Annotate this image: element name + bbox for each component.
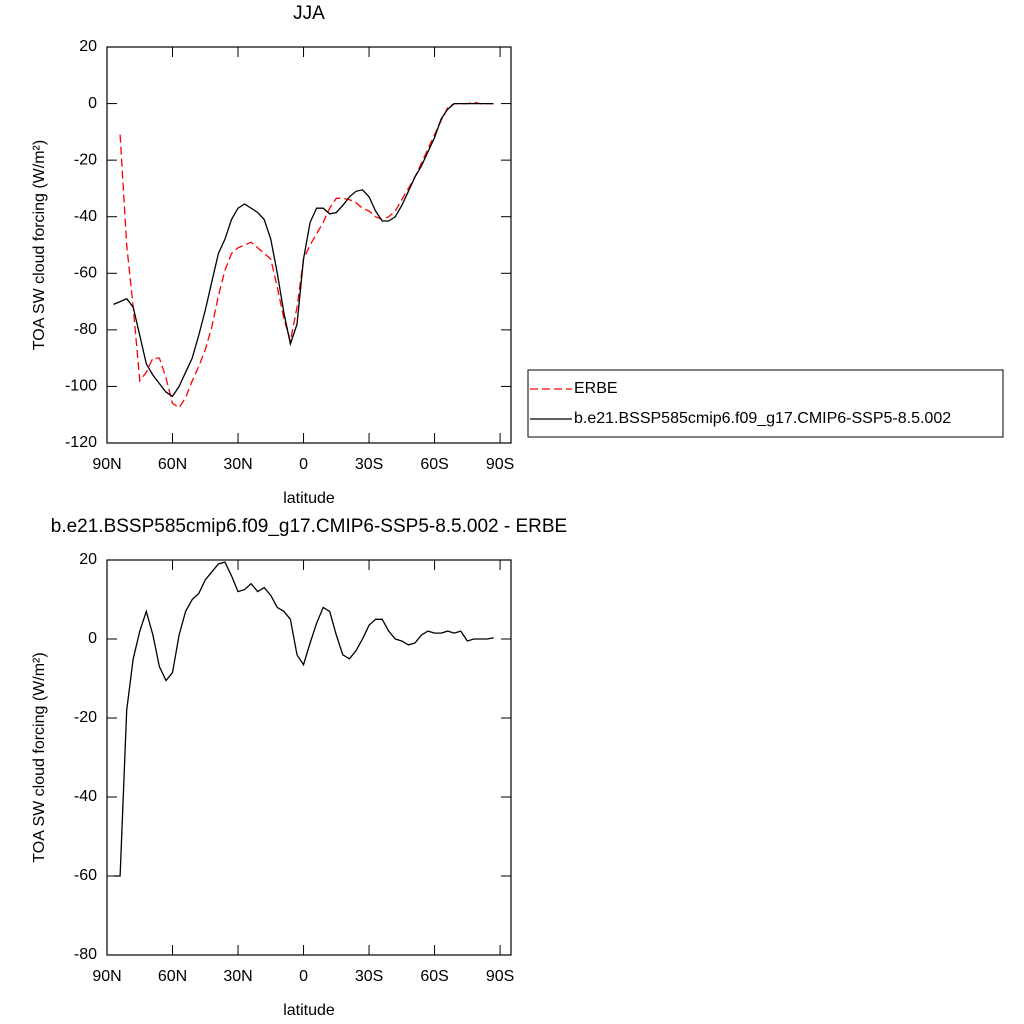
x-tick-label: 90N [92, 456, 121, 473]
legend-box [527, 369, 1004, 438]
x-tick-label: 90S [486, 456, 514, 473]
plot-frame [106, 559, 512, 956]
data-line [119, 101, 494, 409]
y-tick-label: 0 [88, 630, 97, 647]
y-tick-label: 20 [79, 38, 97, 55]
y-axis-label: TOA SW cloud forcing (W/m²) [31, 652, 48, 862]
y-tick-label: -80 [74, 321, 97, 338]
legend-label: ERBE [574, 380, 618, 397]
y-tick-label: -120 [65, 434, 97, 451]
legend: ERBE b.e21.BSSP585cmip6.f09_g17.CMIP6-SSP… [527, 369, 1004, 438]
y-tick-label: -80 [74, 946, 97, 963]
x-tick-label: 30N [223, 968, 252, 985]
y-tick-label: 20 [79, 551, 97, 568]
chart-title: b.e21.BSSP585cmip6.f09_g17.CMIP6-SSP5-8.… [51, 516, 567, 537]
y-tick-label: -100 [65, 378, 97, 395]
y-tick-label: -40 [74, 208, 97, 225]
x-tick-label: 30N [223, 456, 252, 473]
x-tick-label: 90N [92, 968, 121, 985]
y-tick-label: -60 [74, 265, 97, 282]
y-tick-label: -40 [74, 788, 97, 805]
y-tick-label: -20 [74, 151, 97, 168]
x-tick-label: 30S [355, 968, 383, 985]
x-tick-label: 90S [486, 968, 514, 985]
x-tick-label: 60S [420, 968, 448, 985]
x-tick-label: 60N [158, 968, 187, 985]
y-tick-label: -60 [74, 867, 97, 884]
chart-title: JJA [293, 3, 325, 24]
y-axis-label: TOA SW cloud forcing (W/m²) [31, 140, 48, 350]
y-tick-label: 0 [88, 95, 97, 112]
x-tick-label: 0 [299, 968, 308, 985]
x-tick-label: 60N [158, 456, 187, 473]
x-axis-label: latitude [283, 1002, 335, 1019]
x-tick-label: 0 [299, 456, 308, 473]
x-axis-label: latitude [283, 490, 335, 507]
data-line [113, 102, 494, 398]
x-tick-label: 60S [420, 456, 448, 473]
legend-label: b.e21.BSSP585cmip6.f09_g17.CMIP6-SSP5-8.… [574, 410, 951, 427]
data-line [113, 561, 494, 877]
x-tick-label: 30S [355, 456, 383, 473]
plot-frame [106, 46, 512, 444]
y-tick-label: -20 [74, 709, 97, 726]
